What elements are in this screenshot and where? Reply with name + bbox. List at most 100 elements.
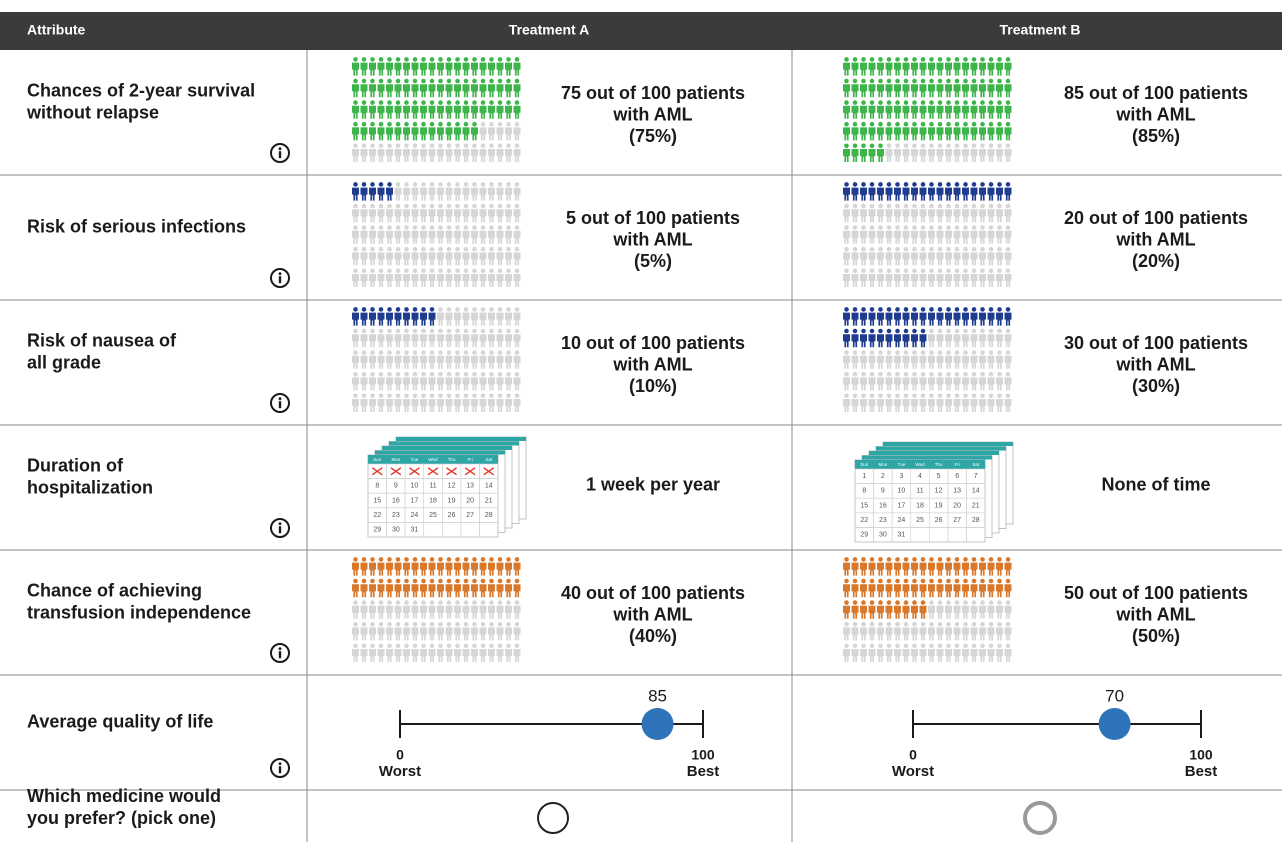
day-number: 27 <box>466 512 474 519</box>
person-head <box>929 328 934 334</box>
person-head <box>404 203 409 209</box>
person-head <box>370 121 375 127</box>
person-head <box>514 57 520 62</box>
info-icon[interactable] <box>270 143 290 163</box>
person-body <box>944 312 952 326</box>
person-head <box>497 643 503 649</box>
person-body <box>496 105 504 119</box>
info-icon[interactable] <box>270 268 290 288</box>
person-head <box>878 268 883 274</box>
person-head <box>912 350 917 355</box>
person-body <box>437 312 444 326</box>
person-head <box>387 578 392 584</box>
person-head <box>878 621 883 627</box>
person-body <box>919 127 927 141</box>
attribute-label: Chances of 2-year survival <box>27 80 255 100</box>
person-head <box>861 643 866 649</box>
info-icon[interactable] <box>270 518 290 538</box>
person-head <box>886 246 892 252</box>
person-head <box>387 57 392 62</box>
person-head <box>861 246 866 252</box>
person-body <box>842 230 850 244</box>
person-head <box>937 121 943 127</box>
person-body <box>479 584 487 598</box>
person-body <box>479 149 487 162</box>
person-head <box>988 393 994 399</box>
radio-button[interactable] <box>537 802 569 834</box>
person-head <box>412 57 418 62</box>
person-body <box>902 230 910 244</box>
person-body <box>987 377 995 391</box>
person-body <box>919 334 927 348</box>
person-body <box>859 627 867 641</box>
attribute-label: Which medicine would <box>27 786 221 806</box>
person-body <box>454 84 461 98</box>
person-body <box>987 627 995 641</box>
person-head <box>988 203 994 209</box>
person-head <box>980 557 985 562</box>
person-body <box>352 187 359 201</box>
person-head <box>514 328 520 334</box>
person-head <box>378 182 384 187</box>
info-icon[interactable] <box>270 643 290 663</box>
person-body <box>394 334 402 348</box>
person-head <box>878 328 883 334</box>
day-number: 28 <box>485 512 493 519</box>
person-body <box>428 274 436 287</box>
weekday: Wed <box>915 462 925 467</box>
person-body <box>953 127 961 141</box>
person-head <box>869 143 875 149</box>
person-body <box>394 187 402 201</box>
person-head <box>980 100 985 105</box>
cell-text: with AML <box>612 604 692 624</box>
person-head <box>412 307 418 312</box>
day-number: 17 <box>898 502 906 509</box>
radio-button[interactable] <box>1023 801 1057 835</box>
person-head <box>869 578 875 584</box>
person-head <box>980 643 985 649</box>
person-body <box>369 187 376 201</box>
person-body <box>488 62 495 76</box>
person-head <box>954 371 960 377</box>
person-head <box>980 57 985 62</box>
person-body <box>352 62 359 76</box>
person-body <box>454 230 461 244</box>
info-icon[interactable] <box>270 393 290 413</box>
person-body <box>851 605 859 619</box>
day-number: 5 <box>937 473 941 480</box>
person-head <box>463 78 469 84</box>
person-head <box>395 100 401 105</box>
person-body <box>488 355 495 369</box>
person-body <box>902 562 910 576</box>
person-body <box>411 187 419 201</box>
person-body <box>403 399 410 412</box>
person-head <box>421 246 426 252</box>
scale-max: 100 <box>691 747 715 763</box>
person-body <box>842 209 850 223</box>
person-body <box>851 149 859 162</box>
person-body <box>420 274 427 287</box>
person-body <box>411 127 419 141</box>
person-body <box>369 399 376 412</box>
person-head <box>920 100 926 105</box>
person-body <box>970 209 978 223</box>
info-dot <box>278 522 282 526</box>
day-number: 14 <box>485 483 493 490</box>
person-body <box>445 209 453 223</box>
day-number: 26 <box>448 512 456 519</box>
info-icon[interactable] <box>270 758 290 778</box>
person-body <box>437 334 444 348</box>
person-head <box>988 100 994 105</box>
person-body <box>403 84 410 98</box>
person-head <box>878 578 883 584</box>
person-body <box>885 230 893 244</box>
person-body <box>910 399 918 412</box>
person-head <box>514 203 520 209</box>
person-head <box>903 643 909 649</box>
person-body <box>885 187 893 201</box>
person-body <box>513 605 521 619</box>
person-head <box>480 268 486 274</box>
person-body <box>919 62 927 76</box>
day-cross <box>390 467 402 476</box>
person-head <box>514 225 520 230</box>
